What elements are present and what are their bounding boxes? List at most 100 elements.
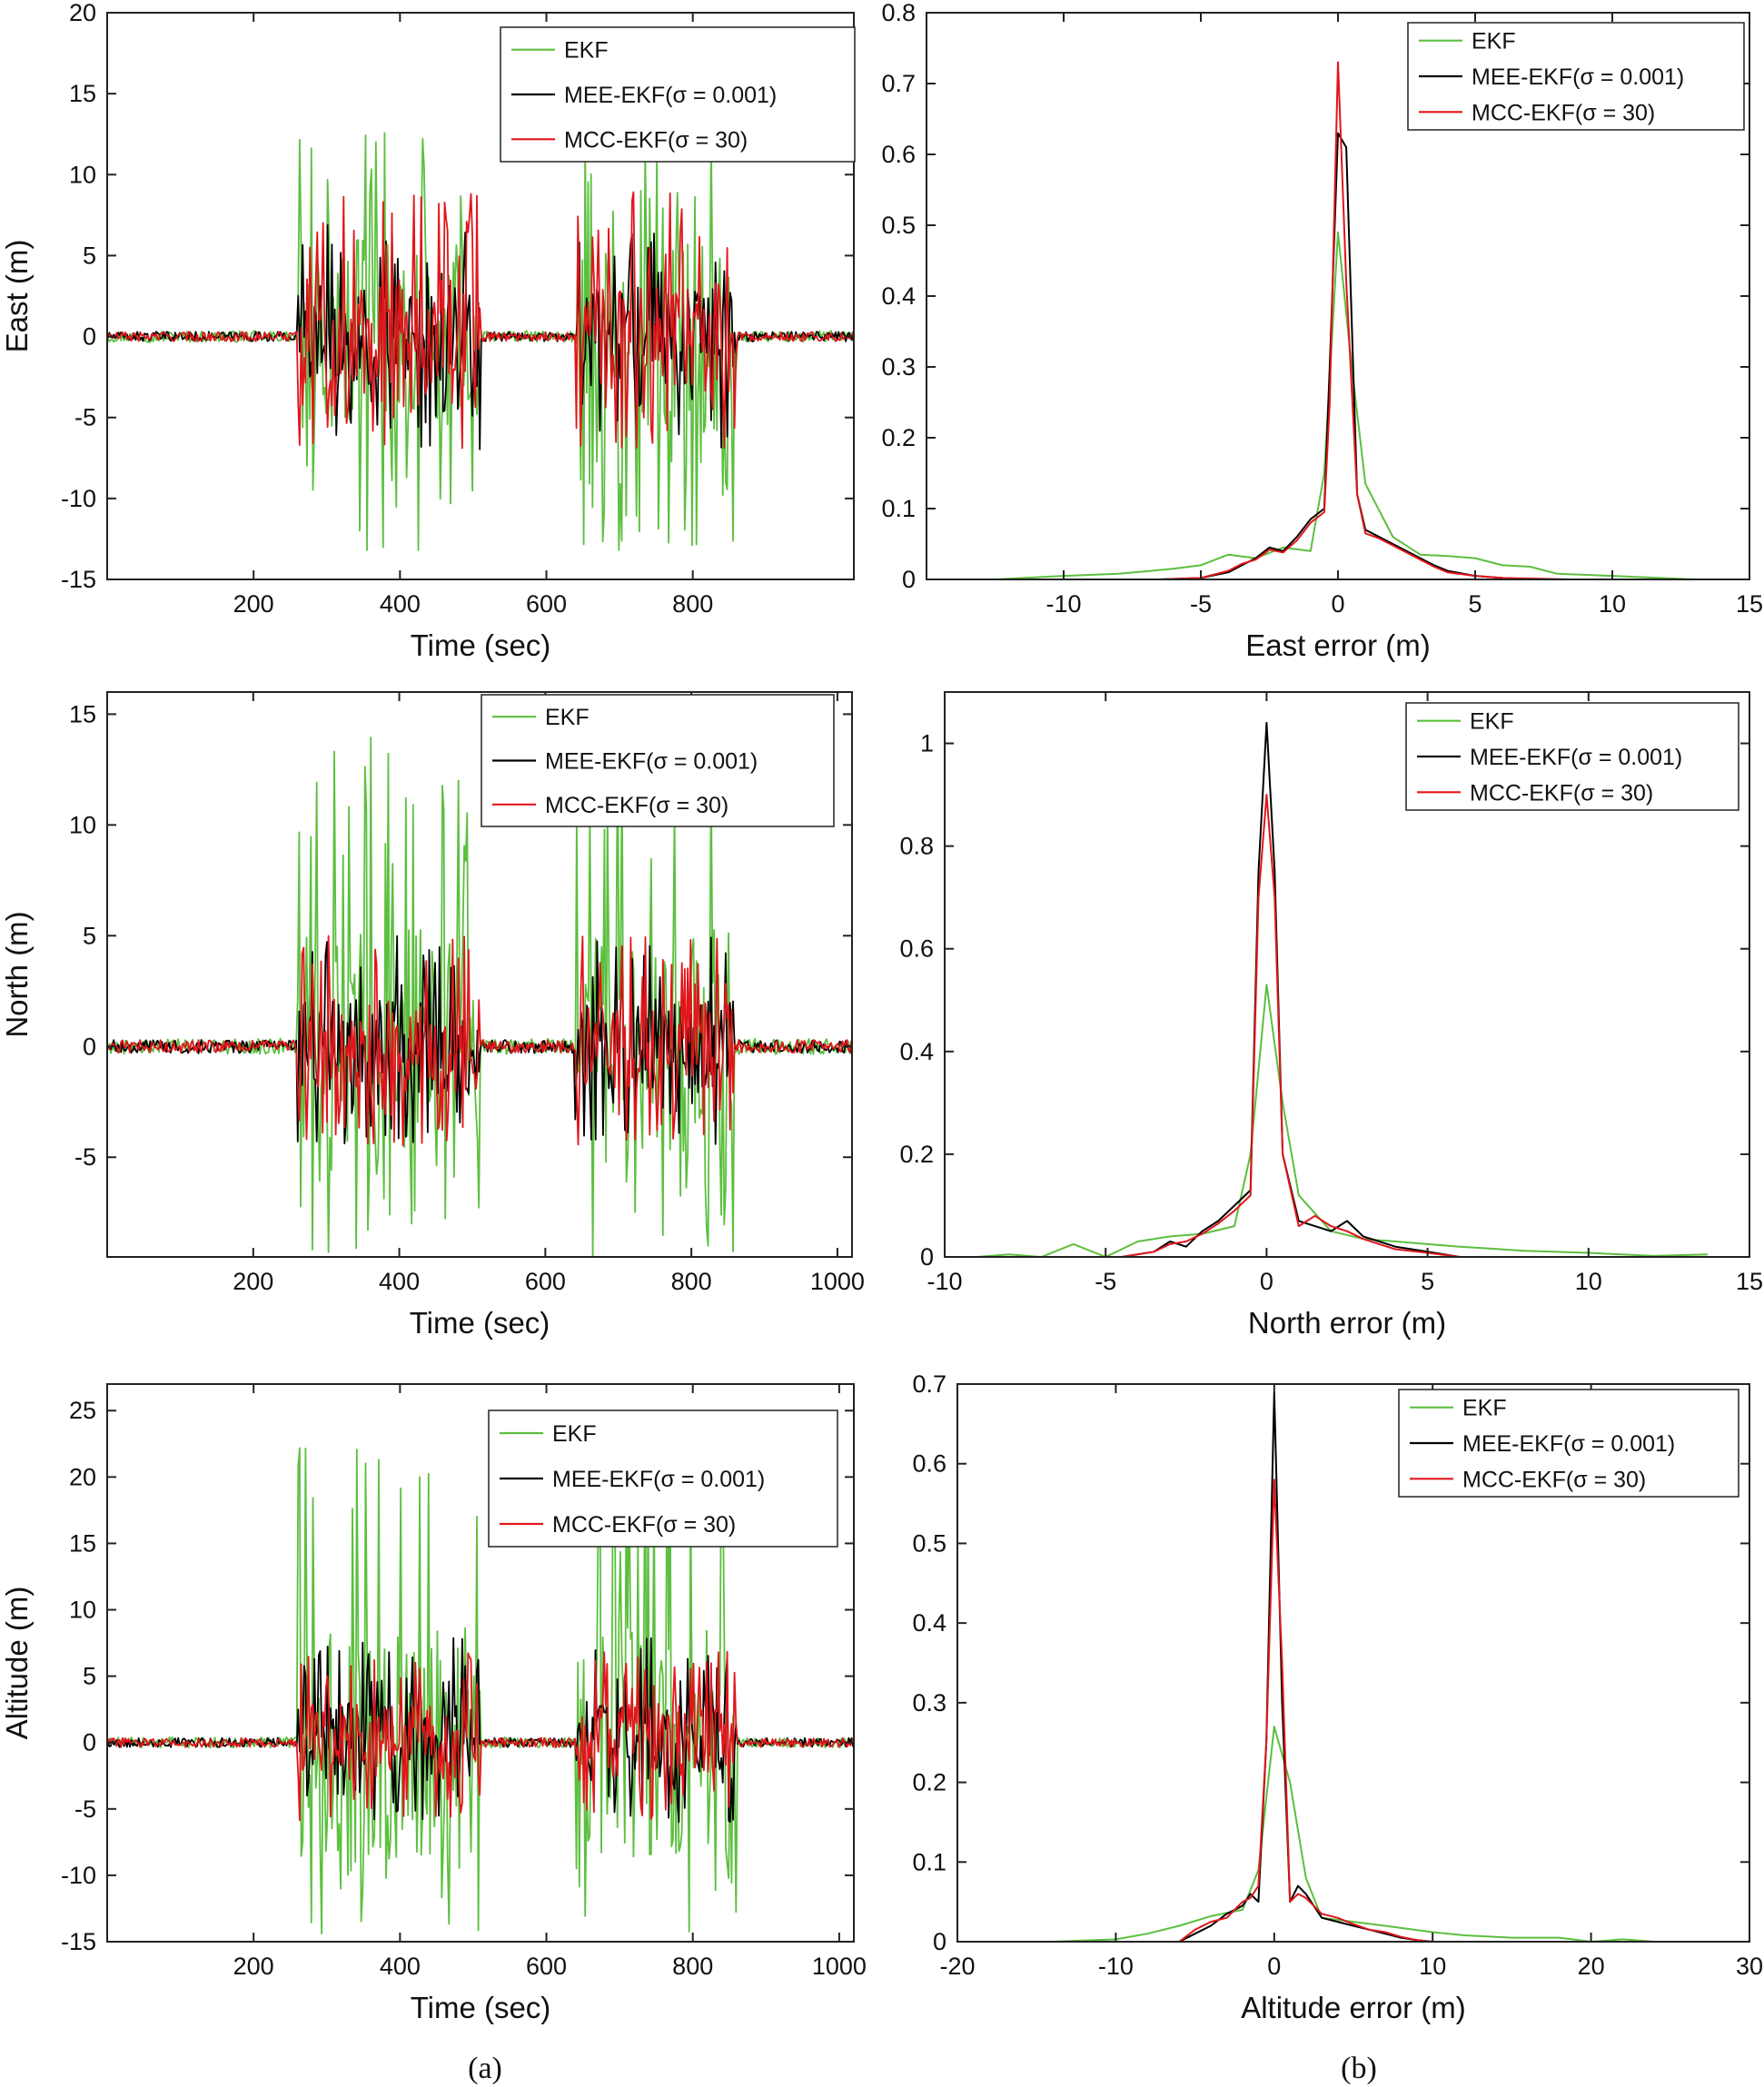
y-tick-label: 15 xyxy=(69,700,96,727)
x-tick-label: 600 xyxy=(526,590,567,618)
x-tick-label: 15 xyxy=(1736,590,1763,618)
x-tick-label: 10 xyxy=(1599,590,1626,618)
y-tick-label: 0 xyxy=(933,1928,946,1955)
legend-label-ekf: EKF xyxy=(1472,29,1516,54)
legend-label-mee-ekf: MEE-EKF(σ = 0.001) xyxy=(1470,745,1682,770)
y-tick-label: 0.5 xyxy=(881,212,916,239)
y-tick-label: 0 xyxy=(920,1243,934,1271)
x-tick-label: -10 xyxy=(1046,590,1081,618)
axes-frame xyxy=(106,1383,855,1943)
y-tick-label: 0.6 xyxy=(899,935,934,963)
x-tick-label: 0 xyxy=(1331,590,1344,618)
y-tick-label: 0.2 xyxy=(899,1141,934,1168)
y-tick-label: 0 xyxy=(902,566,916,593)
legend-box xyxy=(1398,1389,1739,1498)
legend-label-mcc-ekf: MCC-EKF(σ = 30) xyxy=(564,127,748,153)
x-tick-label: 800 xyxy=(671,1268,712,1295)
x-tick-label: 1000 xyxy=(812,1953,867,1980)
x-tick-label: 400 xyxy=(380,1953,421,1980)
y-tick-label: 0.2 xyxy=(881,424,916,451)
legend-label-mcc-ekf: MCC-EKF(σ = 30) xyxy=(1470,780,1653,806)
y-tick-label: 1 xyxy=(920,730,934,757)
series-line-mcc-ekf xyxy=(107,1650,854,1822)
x-tick-label: 0 xyxy=(1260,1268,1273,1295)
x-tick-label: 800 xyxy=(672,1953,713,1980)
x-axis-label: Time (sec) xyxy=(411,628,551,662)
y-tick-label: 15 xyxy=(69,80,96,107)
legend-box xyxy=(1405,702,1739,811)
y-tick-label: 0 xyxy=(83,1729,96,1756)
series-line-ekf xyxy=(995,231,1695,579)
legend-label-ekf: EKF xyxy=(1470,709,1514,735)
legend: EKF MEE-EKF(σ = 0.001) MCC-EKF(σ = 30) xyxy=(1407,22,1745,131)
series-line-mcc-ekf xyxy=(1178,1479,1433,1942)
legend-label-ekf: EKF xyxy=(564,38,609,64)
legend-box xyxy=(1407,22,1745,131)
east-error-histogram-panel: -10 -5 0 5 10 15 0 0.1 0.2 0.3 0.4 0.5 0.6 0.7 0.8 East… xyxy=(881,0,1763,662)
legend-label-mee-ekf: MEE-EKF(σ = 0.001) xyxy=(1472,64,1684,90)
y-axis-label: Altitude (m) xyxy=(0,1587,34,1740)
legend-box xyxy=(500,26,856,163)
axes-frame xyxy=(956,1383,1750,1943)
x-tick-label: 0 xyxy=(1267,1953,1281,1980)
x-tick-label: 15 xyxy=(1736,1268,1763,1295)
y-tick-label: 0 xyxy=(83,323,96,351)
axes-frame xyxy=(106,691,853,1258)
series-line-ekf xyxy=(976,984,1708,1257)
series-line-mee-ekf xyxy=(1121,721,1461,1257)
x-tick-label: 600 xyxy=(526,1953,567,1980)
x-tick-label: -10 xyxy=(927,1268,962,1295)
y-axis-label: East (m) xyxy=(0,240,34,353)
legend: EKF MEE-EKF(σ = 0.001) MCC-EKF(σ = 30) xyxy=(488,1409,838,1548)
y-tick-label: -15 xyxy=(61,1928,96,1955)
x-tick-label: 200 xyxy=(233,1268,273,1295)
legend: EKF MEE-EKF(σ = 0.001) MCC-EKF(σ = 30) xyxy=(500,26,856,163)
y-tick-label: 15 xyxy=(69,1529,96,1557)
x-axis-label: North error (m) xyxy=(1248,1306,1446,1340)
y-tick-label: 0.6 xyxy=(912,1450,946,1478)
x-axis-label: Time (sec) xyxy=(411,1991,551,2024)
y-tick-label: 0.5 xyxy=(912,1529,946,1557)
y-tick-label: 10 xyxy=(69,811,96,838)
legend: EKF MEE-EKF(σ = 0.001) MCC-EKF(σ = 30) xyxy=(1398,1389,1739,1498)
y-tick-label: 0.4 xyxy=(881,282,916,310)
legend-box xyxy=(488,1409,838,1548)
y-tick-label: 0.8 xyxy=(881,0,916,26)
altitude-error-histogram-panel: -20 -10 0 10 20 30 0 0.1 0.2 0.3 0.4 0.5 0.6 0.7 Altit… xyxy=(912,1370,1763,2024)
series-line-ekf xyxy=(1052,1726,1655,1942)
x-tick-label: -5 xyxy=(1190,590,1212,618)
y-tick-label: 25 xyxy=(69,1397,96,1424)
legend-label-mcc-ekf: MCC-EKF(σ = 30) xyxy=(545,793,728,818)
north-time-panel: 200 400 600 800 1000 -5 0 5 10 15 Time (sec) North … xyxy=(0,691,865,1340)
x-tick-label: -5 xyxy=(1095,1268,1116,1295)
legend: EKF MEE-EKF(σ = 0.001) MCC-EKF(σ = 30) xyxy=(481,694,835,827)
y-axis-label: North (m) xyxy=(0,911,34,1037)
x-tick-label: 600 xyxy=(525,1268,566,1295)
legend-label-ekf: EKF xyxy=(552,1421,597,1447)
legend: EKF MEE-EKF(σ = 0.001) MCC-EKF(σ = 30) xyxy=(1405,702,1739,811)
x-tick-label: 30 xyxy=(1736,1953,1763,1980)
north-error-histogram-panel: -10 -5 0 5 10 15 0 0.2 0.4 0.6 0.8 1 North error (m)… xyxy=(899,691,1763,1340)
y-tick-label: -10 xyxy=(61,485,96,512)
x-tick-label: 400 xyxy=(379,1268,420,1295)
series-line-mcc-ekf xyxy=(1159,61,1571,579)
series-line-mee-ekf xyxy=(1159,132,1531,579)
x-tick-label: -10 xyxy=(1098,1953,1134,1980)
x-axis-label: Time (sec) xyxy=(410,1306,550,1340)
y-tick-label: 0.6 xyxy=(881,141,916,168)
y-tick-label: 5 xyxy=(83,1663,96,1690)
legend-label-ekf: EKF xyxy=(545,705,590,730)
y-tick-label: 0.4 xyxy=(899,1038,934,1065)
caption-b: (b) xyxy=(1341,2052,1377,2085)
x-tick-label: 1000 xyxy=(810,1268,865,1295)
y-tick-label: 0.7 xyxy=(912,1370,946,1398)
x-tick-label: 5 xyxy=(1421,1268,1434,1295)
axes-frame xyxy=(106,12,855,580)
legend-label-mcc-ekf: MCC-EKF(σ = 30) xyxy=(1462,1467,1646,1492)
x-tick-label: 200 xyxy=(233,1953,274,1980)
y-tick-label: -5 xyxy=(74,1143,96,1171)
east-time-panel: 200 400 600 800 -15 -10 -5 0 5 10 15 20 Time (sec) Ea… xyxy=(0,0,856,662)
series-line-ekf xyxy=(107,1429,854,1935)
x-tick-label: 400 xyxy=(380,590,421,618)
